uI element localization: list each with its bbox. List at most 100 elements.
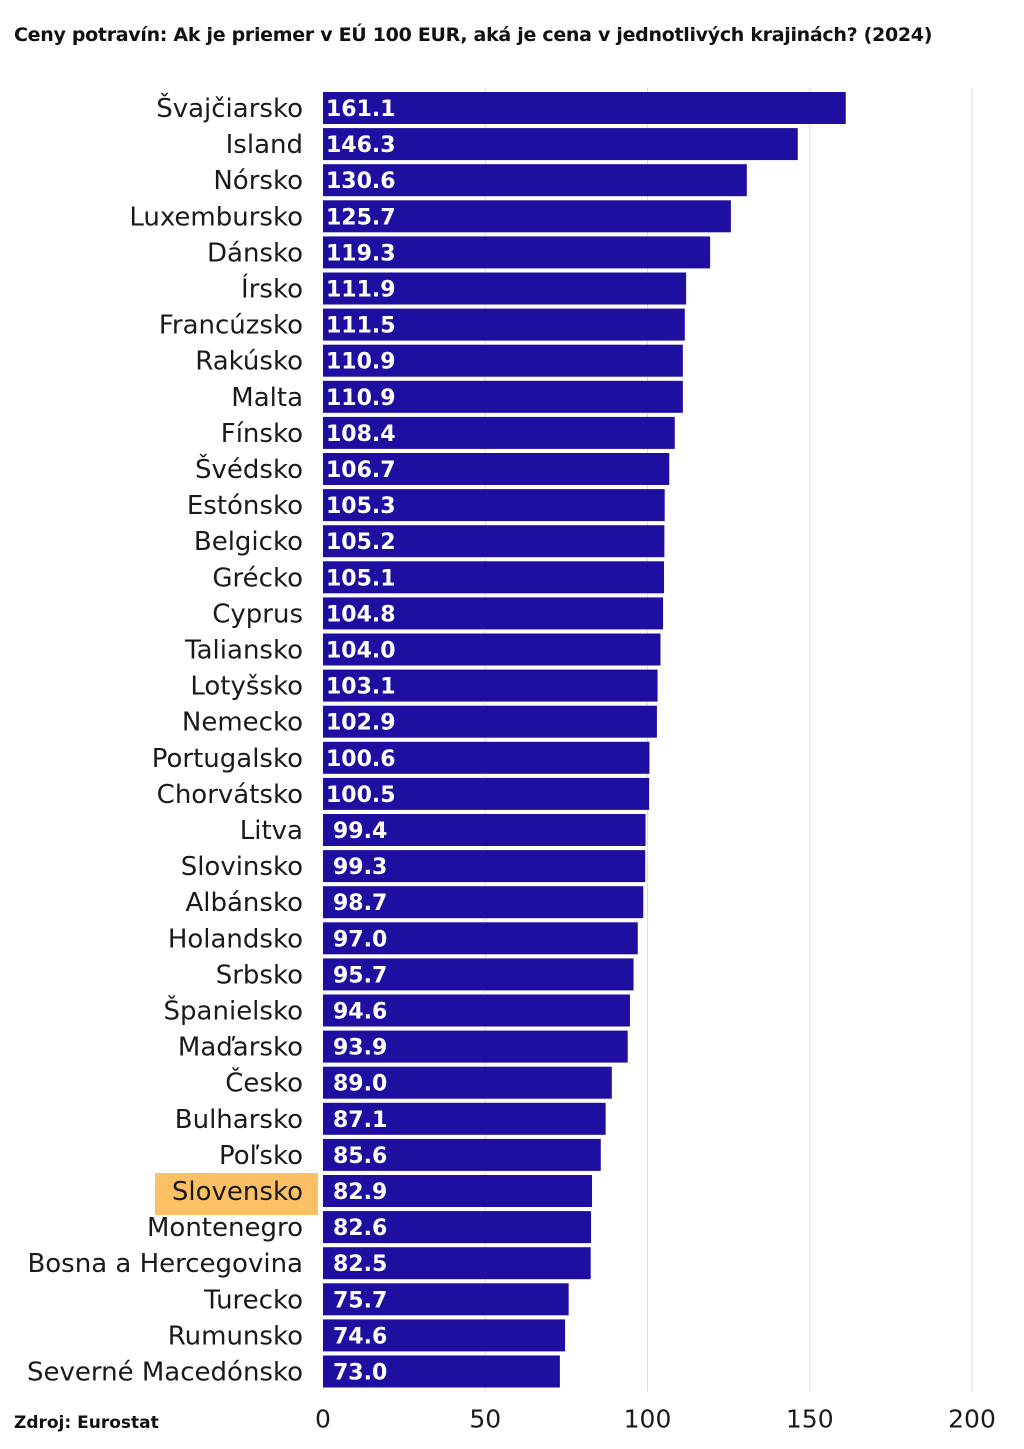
value-label: 82.6 [333,1216,387,1241]
category-label: Slovensko [172,1177,303,1207]
category-label: Chorvátsko [157,780,303,810]
x-tick-label: 150 [786,1405,834,1434]
bar [323,128,798,161]
category-label: Malta [231,383,303,413]
bar [323,200,731,233]
bar [323,958,634,991]
bars [323,92,846,1388]
category-label: Dánsko [207,238,303,268]
x-tick-label: 200 [948,1405,996,1434]
bar [323,669,658,702]
value-label: 99.3 [333,855,387,880]
value-label: 105.1 [326,566,396,591]
category-label: Írsko [241,273,303,305]
category-label: Montenegro [147,1213,303,1243]
category-label: Bulharsko [175,1105,303,1135]
value-label: 82.9 [333,1180,387,1205]
bar [323,1211,592,1244]
category-label: Taliansko [184,636,303,666]
category-label: Bosna a Hercegovina [27,1249,303,1279]
value-label: 108.4 [326,422,396,447]
category-label: Španielsko [164,995,303,1027]
bar [323,272,687,305]
bar [323,164,747,197]
bar [323,994,630,1027]
value-label: 104.0 [326,639,396,664]
bar [323,525,665,558]
value-label: 106.7 [326,458,396,483]
grid-lines [484,88,973,1392]
category-label: Belgicko [194,527,303,557]
source-note: Zdroj: Eurostat [14,1413,159,1433]
bar [323,850,646,883]
bar [323,453,670,485]
value-label: 97.0 [333,927,387,952]
value-label: 73.0 [333,1361,387,1386]
bar [323,1283,569,1316]
value-label: 105.2 [326,530,396,555]
bar [323,1066,612,1099]
category-labels: Švajčiarsko Island Nórsko Luxembursko Dánsko… [27,92,303,1388]
x-tick-label: 100 [624,1405,672,1434]
category-label: Lotyšsko [190,672,303,702]
bar [323,1175,593,1207]
category-label: Slovinsko [181,852,303,882]
category-label: Švédsko [195,453,303,485]
value-label: 99.4 [333,819,387,844]
value-label: 95.7 [333,963,387,988]
category-label: Estónsko [187,491,303,521]
bar [323,741,650,774]
category-label: Portugalsko [152,744,303,774]
bar [323,777,650,810]
category-label: Island [226,130,303,160]
x-tick-label: 0 [315,1405,331,1434]
value-label: 93.9 [333,1036,387,1061]
value-label: 125.7 [326,205,396,230]
category-label: Švajčiarsko [156,92,303,124]
category-label: Luxembursko [129,202,303,232]
highlight-layer [155,1173,318,1215]
category-label: Holandsko [168,924,303,954]
value-label: 111.5 [326,314,396,339]
bar [323,705,657,738]
bar [323,1355,560,1388]
value-labels: 161.1 146.3 130.6 125.7 119.3 111.9 111.5 110.9… [326,97,396,1386]
x-axis-ticks: 0 50 100 150 200 [315,1405,996,1434]
category-label: Litva [240,816,303,846]
bar [323,92,846,124]
category-label: Rakúsko [195,347,303,377]
value-label: 74.6 [333,1324,387,1349]
category-label: Grécko [212,563,303,593]
value-label: 100.5 [326,783,396,808]
value-label: 82.5 [333,1252,387,1277]
value-label: 87.1 [333,1108,387,1133]
bar [323,1319,566,1352]
value-label: 119.3 [326,241,396,266]
bar [323,561,665,594]
value-label: 75.7 [333,1288,387,1313]
value-label: 102.9 [326,711,396,736]
value-label: 103.1 [326,675,396,700]
category-label: Fínsko [221,419,303,449]
value-label: 146.3 [326,133,396,158]
category-label: Poľsko [219,1141,303,1171]
bar [323,1138,601,1171]
bar [323,1030,628,1063]
category-label: Nemecko [182,708,303,738]
value-label: 161.1 [326,97,396,122]
category-label: Francúzsko [159,311,303,341]
value-label: 130.6 [326,169,396,194]
x-tick-label: 50 [469,1405,501,1434]
category-label: Severné Macedónsko [27,1358,303,1388]
value-label: 94.6 [333,1000,387,1025]
category-label: Albánsko [185,888,303,918]
bar [323,886,644,919]
highlight-label-background [155,1173,318,1215]
value-label: 105.3 [326,494,396,519]
bar [323,416,675,449]
value-label: 85.6 [333,1144,387,1169]
value-label: 110.9 [326,386,396,411]
category-label: Maďarsko [178,1033,303,1063]
category-label: Turecko [203,1285,303,1315]
bar [323,1247,591,1280]
